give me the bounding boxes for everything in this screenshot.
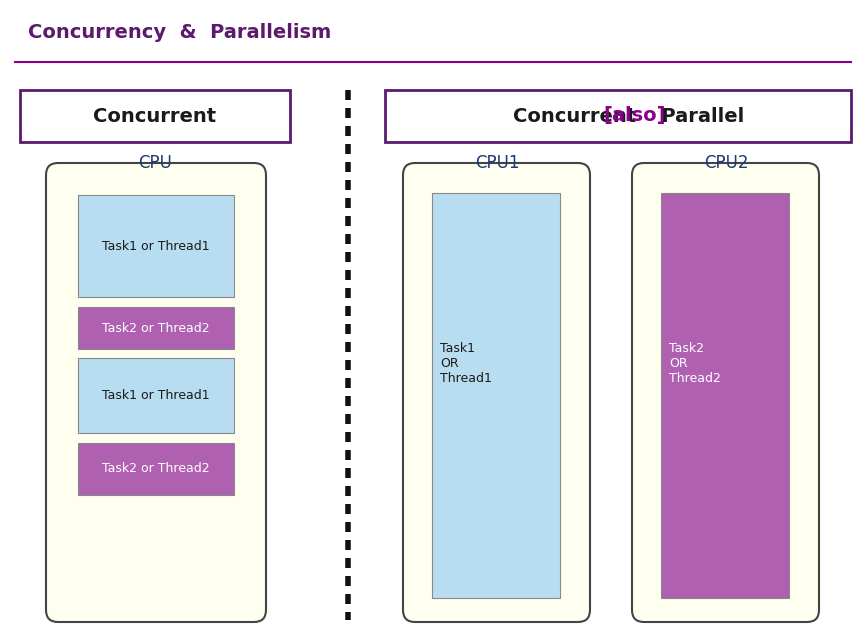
Text: Concurrent: Concurrent [0, 642, 1, 643]
Text: CPU: CPU [138, 154, 172, 172]
FancyBboxPatch shape [78, 358, 234, 433]
FancyBboxPatch shape [20, 90, 290, 142]
FancyBboxPatch shape [78, 195, 234, 297]
FancyBboxPatch shape [78, 307, 234, 349]
Text: Concurrency  &  Parallelism: Concurrency & Parallelism [28, 23, 332, 42]
FancyBboxPatch shape [432, 193, 560, 598]
Text: Concurrent: Concurrent [513, 107, 650, 125]
Text: Concurrent: Concurrent [94, 107, 216, 125]
Text: Task1 or Thread1: Task1 or Thread1 [102, 389, 210, 402]
Text: [also]: [also] [0, 642, 1, 643]
FancyBboxPatch shape [385, 90, 851, 142]
Text: [also]: [also] [603, 107, 665, 125]
Text: Task2 or Thread2: Task2 or Thread2 [102, 462, 210, 476]
Text: Parallel: Parallel [0, 642, 1, 643]
Text: Task2
OR
Thread2: Task2 OR Thread2 [669, 341, 721, 385]
FancyBboxPatch shape [78, 443, 234, 495]
Text: Task1 or Thread1: Task1 or Thread1 [102, 239, 210, 253]
FancyBboxPatch shape [661, 193, 789, 598]
FancyBboxPatch shape [46, 163, 266, 622]
FancyBboxPatch shape [403, 163, 590, 622]
FancyBboxPatch shape [632, 163, 819, 622]
Text: CPU2: CPU2 [704, 154, 748, 172]
Text: Task1
OR
Thread1: Task1 OR Thread1 [440, 341, 492, 385]
Text: CPU1: CPU1 [475, 154, 520, 172]
Text: Parallel: Parallel [648, 107, 744, 125]
Text: Task2 or Thread2: Task2 or Thread2 [102, 322, 210, 334]
